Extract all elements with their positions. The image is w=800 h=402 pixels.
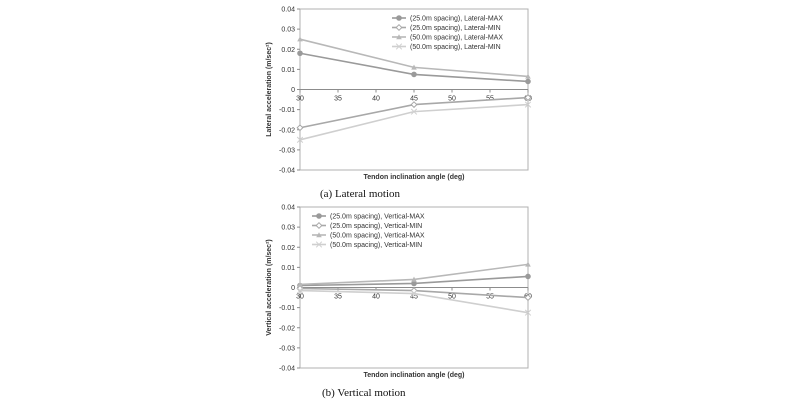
- data-point: [410, 108, 418, 115]
- y-tick-label: -0.01: [279, 305, 295, 312]
- legend-marker: [395, 23, 403, 32]
- data-point: [411, 64, 417, 70]
- legend-entry: (25.0m spacing), Lateral-MAX: [410, 16, 503, 23]
- legend-entry: (25.0m spacing), Vertical-MAX: [330, 214, 425, 221]
- data-point: [411, 71, 417, 78]
- data-point: [296, 124, 304, 132]
- y-tick-label: 0.02: [281, 245, 295, 252]
- legend-marker: [316, 232, 322, 238]
- y-tick-label: 0.02: [281, 47, 295, 54]
- legend-entry: (50.0m spacing), Lateral-MIN: [410, 44, 501, 51]
- series-3: [297, 261, 531, 287]
- y-tick-label: -0.02: [279, 127, 295, 134]
- vertical-chart: -0.04 -0.03 -0.02 -0.01 0 0.01 0.02 0.03 0.04 30 3…: [266, 205, 532, 400]
- data-point: [410, 290, 418, 297]
- data-point: [525, 261, 531, 267]
- data-point: [525, 73, 531, 79]
- data-point: [297, 281, 303, 287]
- data-point: [410, 101, 418, 109]
- x-tick-label: 35: [334, 294, 342, 301]
- y-tick-label: 0: [291, 285, 295, 292]
- data-point: [525, 273, 531, 280]
- lateral-chart: -0.04 -0.03 -0.02 -0.01 0 0.01 0.02 0.03 0.04 30 3…: [266, 7, 532, 201]
- series-2: [296, 94, 532, 132]
- y-tick-label: -0.02: [279, 325, 295, 332]
- data-point: [411, 280, 417, 287]
- series-4: [296, 287, 532, 316]
- x-tick-label: 45: [410, 96, 418, 103]
- legend-marker: [316, 213, 322, 219]
- series-line: [299, 103, 529, 141]
- chart-caption: (a) Lateral motion: [320, 188, 401, 200]
- series-4: [296, 101, 532, 143]
- x-axis-title: Tendon inclination angle (deg): [364, 174, 465, 181]
- y-tick-label: 0.03: [281, 27, 295, 34]
- legend: (25.0m spacing), Vertical-MAX (25.0m spac…: [312, 213, 425, 249]
- y-tick-label: 0: [291, 87, 295, 94]
- x-tick-label: 55: [486, 294, 494, 301]
- x-tick-label: 50: [448, 96, 456, 103]
- y-tick-label: 0.04: [281, 205, 295, 212]
- data-point: [524, 94, 532, 102]
- legend-entry: (50.0m spacing), Vertical-MIN: [330, 242, 422, 249]
- y-tick-label: -0.04: [279, 168, 295, 175]
- x-tick-label: 30: [296, 96, 304, 103]
- data-point: [297, 36, 303, 42]
- data-point: [525, 78, 531, 85]
- series-1: [297, 50, 531, 85]
- data-point: [297, 50, 303, 57]
- legend-marker: [396, 15, 402, 21]
- y-tick-label: -0.01: [279, 107, 295, 114]
- x-tick-label: 35: [334, 96, 342, 103]
- y-tick-label: -0.03: [279, 147, 295, 154]
- legend-marker: [396, 34, 402, 40]
- x-tick-label: 55: [486, 96, 494, 103]
- chart-caption: (b) Vertical motion: [322, 387, 406, 399]
- legend-marker: [315, 241, 323, 248]
- series-3: [297, 36, 531, 79]
- data-point: [524, 294, 532, 302]
- legend-marker: [315, 221, 323, 230]
- y-tick-label: -0.04: [279, 366, 295, 373]
- legend: (25.0m spacing), Lateral-MAX (25.0m spaci…: [392, 15, 503, 51]
- y-tick-label: 0.01: [281, 67, 295, 74]
- legend-marker: [395, 43, 403, 50]
- data-point: [524, 309, 532, 316]
- y-tick-label: 0.01: [281, 265, 295, 272]
- legend-entry: (50.0m spacing), Lateral-MAX: [410, 35, 503, 42]
- data-point: [410, 287, 418, 295]
- y-tick-label: 0.03: [281, 225, 295, 232]
- x-tick-label: 50: [448, 294, 456, 301]
- data-point: [296, 136, 304, 143]
- x-tick-label: 45: [410, 294, 418, 301]
- y-tick-label: -0.03: [279, 345, 295, 352]
- x-tick-label: 40: [372, 294, 380, 301]
- data-point: [411, 276, 417, 282]
- y-tick-label: 0.04: [281, 7, 295, 14]
- data-point: [296, 287, 304, 294]
- x-axis-title: Tendon inclination angle (deg): [364, 372, 465, 379]
- x-tick-label: 30: [296, 294, 304, 301]
- data-point: [524, 101, 532, 108]
- legend-entry: (25.0m spacing), Vertical-MIN: [330, 223, 422, 230]
- legend-entry: (50.0m spacing), Vertical-MAX: [330, 233, 425, 240]
- legend-entry: (25.0m spacing), Lateral-MIN: [410, 25, 501, 32]
- x-tick-label: 40: [372, 96, 380, 103]
- y-axis-title: Lateral acceleration (m/sec²): [266, 42, 273, 137]
- y-axis-title: Vertical acceleration (m/sec²): [266, 239, 273, 336]
